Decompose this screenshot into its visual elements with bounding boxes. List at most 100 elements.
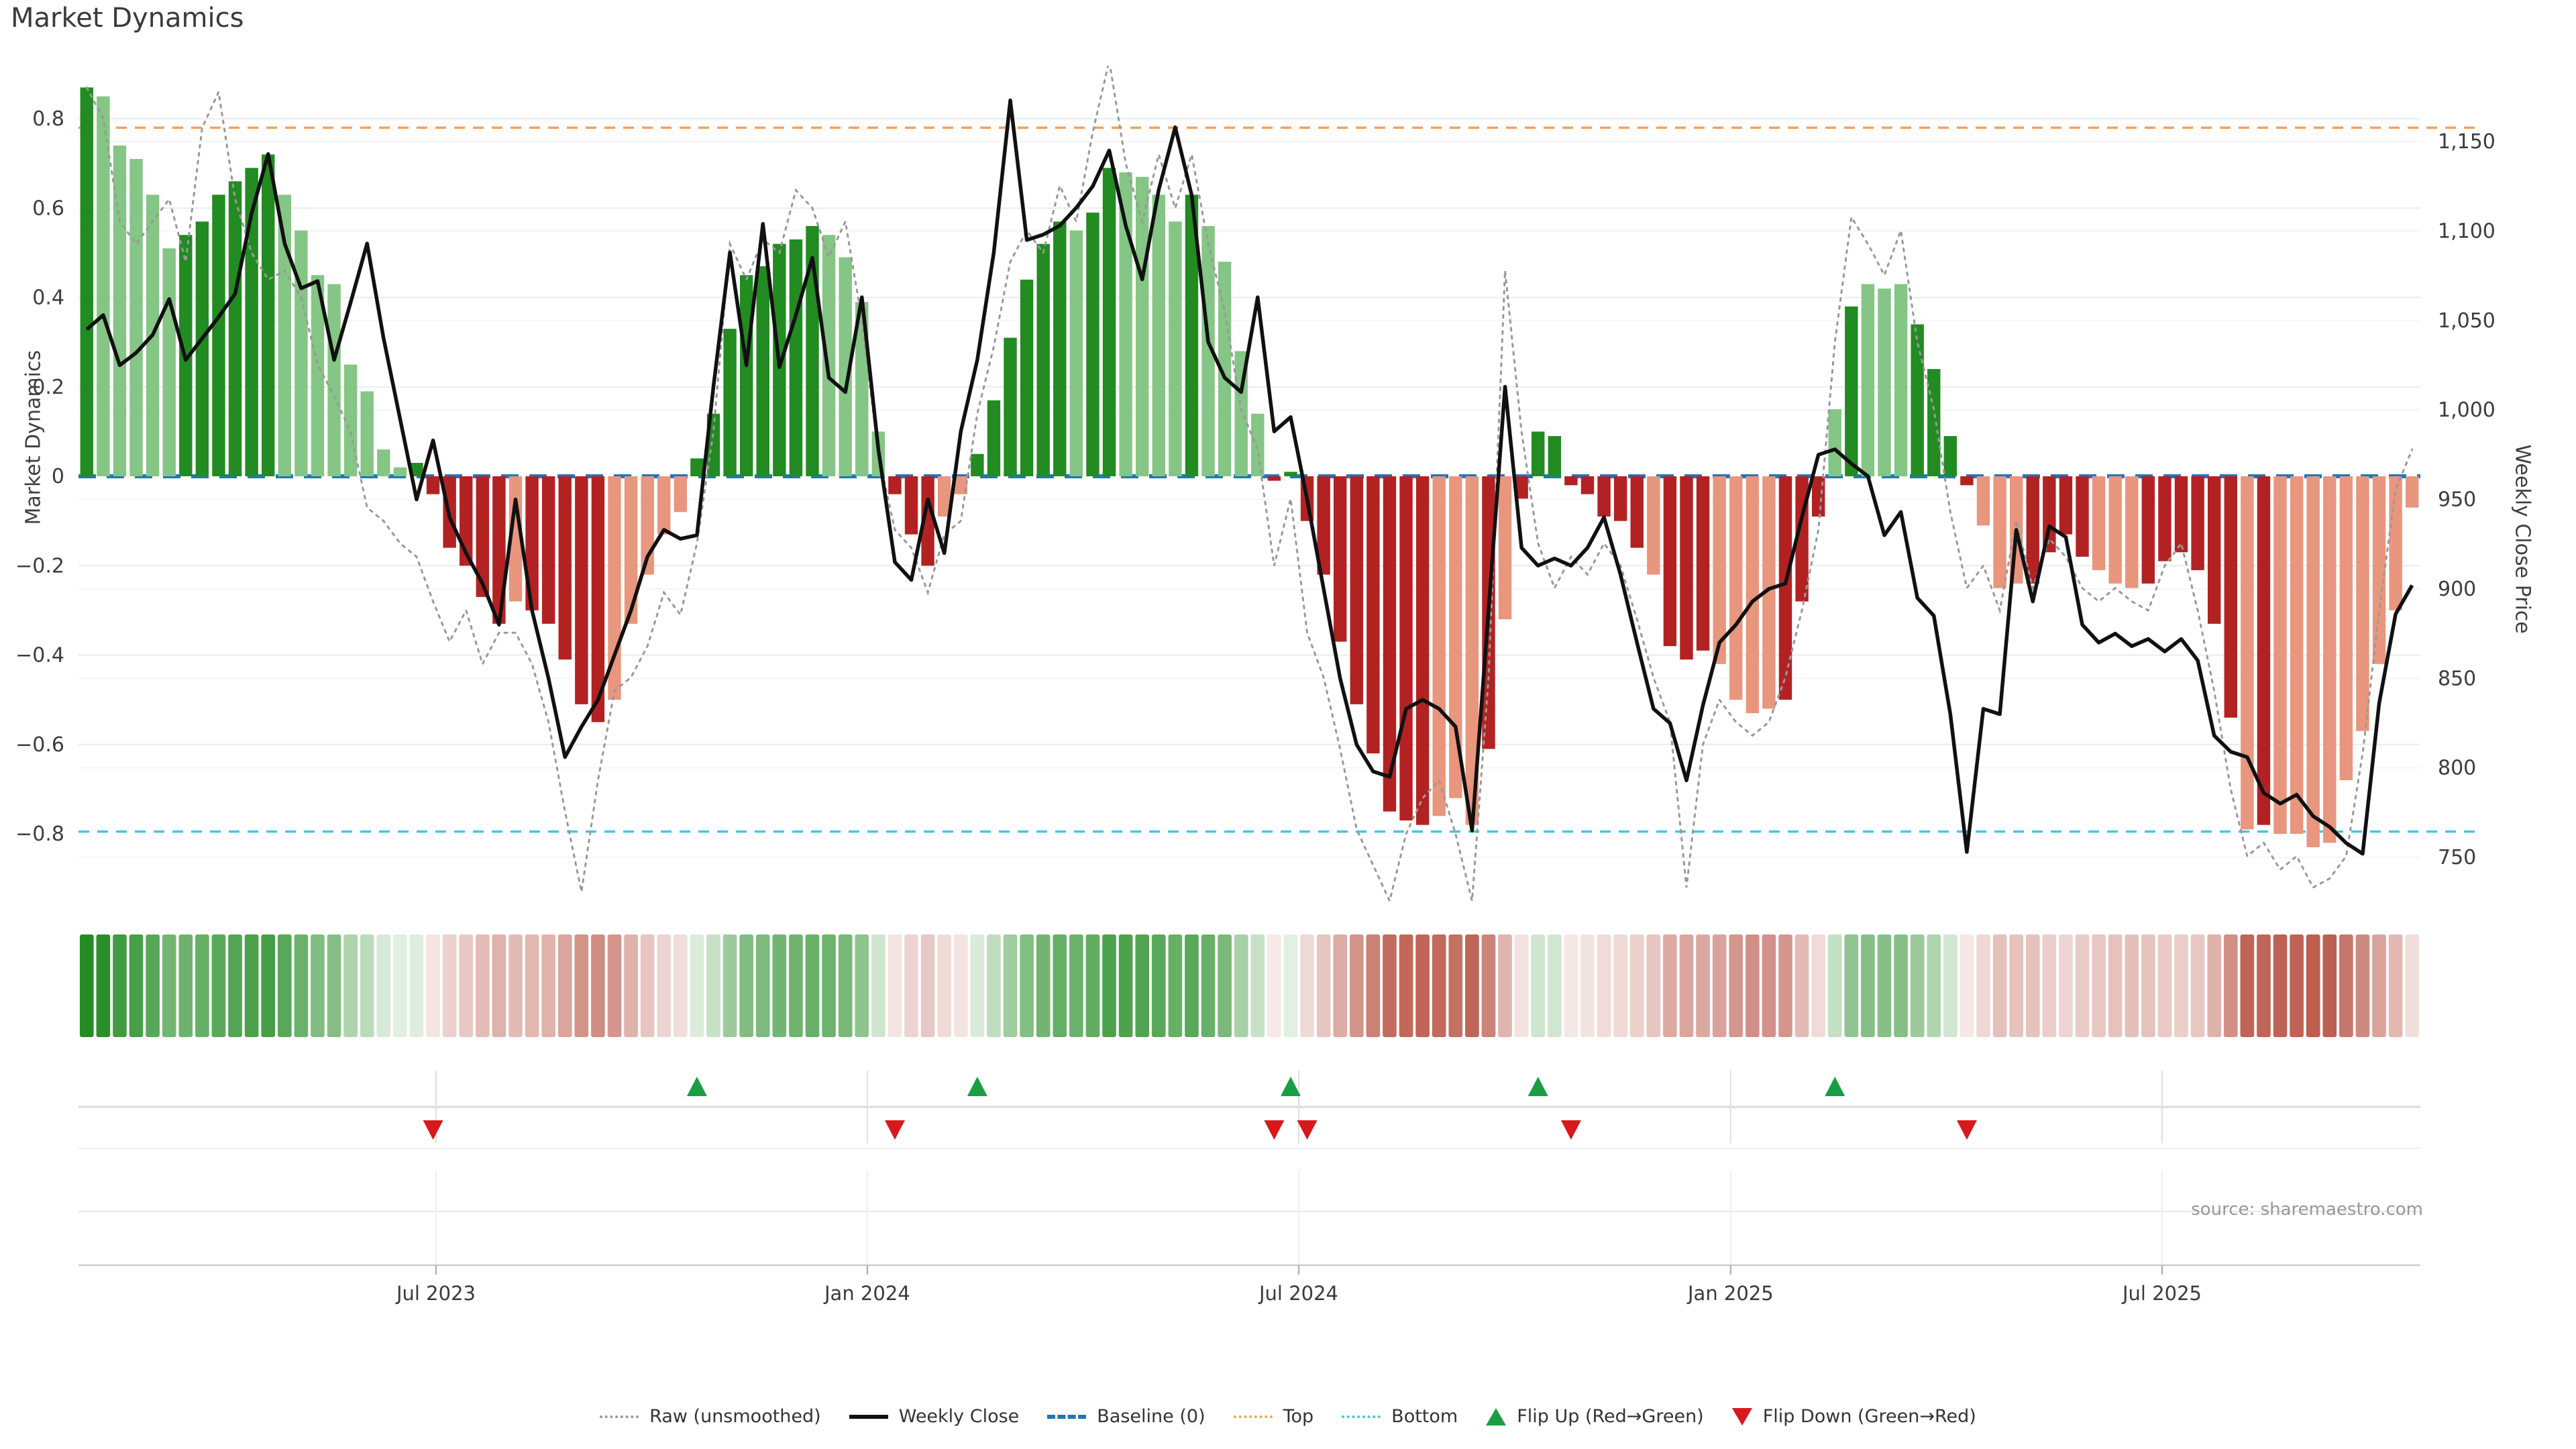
left-axis-tick-label: −0.2 [15,554,64,578]
heatmap-cell [2042,934,2057,1037]
legend-label: Flip Down (Green→Red) [1762,1406,1976,1427]
dynamics-bar [575,476,588,704]
dynamics-bar [1663,476,1677,647]
legend-item-raw: Raw (unsmoothed) [600,1406,821,1427]
heatmap-cell [1465,934,1479,1037]
legend-label: Bottom [1391,1406,1458,1427]
dynamics-bar [1845,306,1858,476]
flip-up-marker [1825,1077,1845,1096]
dynamics-bar [839,257,852,476]
legend-label: Weekly Close [898,1406,1020,1427]
heatmap-cell [1927,934,1941,1037]
flip-up-triangle-icon [1486,1407,1507,1426]
heatmap-cell [2174,934,2188,1037]
heatmap-cell [1514,934,1529,1037]
heatmap-cell [2157,934,2172,1037]
heatmap-cell [2025,934,2040,1037]
dynamics-bar [888,476,902,494]
heatmap-cell [855,934,869,1037]
dynamics-bar [739,275,753,476]
dynamics-bar [2356,476,2369,731]
heatmap-cell [1333,934,1348,1037]
flip-down-marker [884,1120,905,1140]
heatmap-cell [2240,934,2255,1037]
dynamics-bar [1943,436,1957,476]
heatmap-cell [904,934,918,1037]
heatmap-cell [805,934,820,1037]
legend-item-baseline: Baseline (0) [1047,1406,1205,1427]
heatmap-cell [674,934,688,1037]
heatmap-cell [1794,934,1809,1037]
source-label: source: sharemaestro.com [2191,1199,2423,1220]
heatmap-cell [211,934,226,1037]
heatmap-cell [1366,934,1381,1037]
dynamics-bar [1713,476,1726,664]
heatmap-cell [706,934,720,1037]
dynamics-bar [2241,476,2254,830]
heatmap-cell [1811,934,1825,1037]
heatmap-cell [937,934,952,1037]
heatmap-cell [129,934,144,1037]
flip-down-marker [1297,1120,1318,1140]
flip-up-marker [1527,1077,1548,1096]
dynamics-bar [2339,476,2353,781]
dynamics-bar [1020,279,1034,476]
flip-down-marker [1956,1120,1977,1140]
dynamics-bar [591,476,605,722]
heatmap-cell [2092,934,2106,1037]
x-axis-tick-label: Jul 2023 [395,1282,476,1305]
dynamics-bar [2108,476,2122,584]
dynamics-bar [327,284,341,476]
dynamics-bar [1334,476,1347,642]
legend-label: Baseline (0) [1097,1406,1205,1427]
dynamics-bar [2059,476,2073,535]
legend: Raw (unsmoothed) Weekly Close Baseline (… [0,1406,2576,1427]
dynamics-bar [1498,476,1512,620]
heatmap-cell [1564,934,1578,1037]
heatmap-cell [1053,934,1067,1037]
flip-down-marker [423,1120,443,1140]
legend-item-top: Top [1233,1406,1313,1427]
dynamics-bar [2306,476,2320,847]
heatmap-cell [508,934,523,1037]
left-axis-tick-label: −0.6 [15,733,64,757]
dynamics-bar [1185,195,1199,476]
heatmap-cell [2372,934,2386,1037]
heatmap-cell [591,934,605,1037]
heatmap-cell [2405,934,2420,1037]
heatmap-cell [690,934,704,1037]
flip-up-marker [967,1077,987,1096]
heatmap-cell [1746,934,1760,1037]
close-line-swatch-icon [849,1414,888,1419]
raw-line [85,66,2414,902]
dynamics-bar [1927,369,1941,476]
dynamics-bar [278,195,292,476]
heatmap-cell [393,934,407,1037]
heatmap-cell [1629,934,1644,1037]
heatmap-cell [1679,934,1694,1037]
dynamics-bar [377,449,390,476]
dynamics-bar [1317,476,1330,575]
dynamics-bar [2405,476,2419,508]
dynamics-bar [1532,431,1545,476]
dynamics-bar [541,476,555,624]
heatmap-cell [2009,934,2024,1037]
heatmap-cell [426,934,440,1037]
top-line-swatch-icon [1233,1415,1273,1418]
heatmap-cell [1976,934,1990,1037]
dynamics-bar [262,154,275,477]
heatmap-cell [2273,934,2288,1037]
dynamics-bar [426,476,440,494]
heatmap-cell [1102,934,1116,1037]
heatmap-cell [1547,934,1562,1037]
flip-down-triangle-icon [1731,1407,1752,1426]
left-axis-tick-label: 0 [52,465,64,488]
right-axis-tick-label: 1,150 [2438,130,2496,154]
dynamics-bar [690,458,704,476]
baseline-swatch-icon [1047,1414,1087,1419]
heatmap-cell [360,934,374,1037]
dynamics-bar [1515,476,1528,499]
heatmap-cell [1448,934,1463,1037]
dynamics-bar [2257,476,2271,825]
